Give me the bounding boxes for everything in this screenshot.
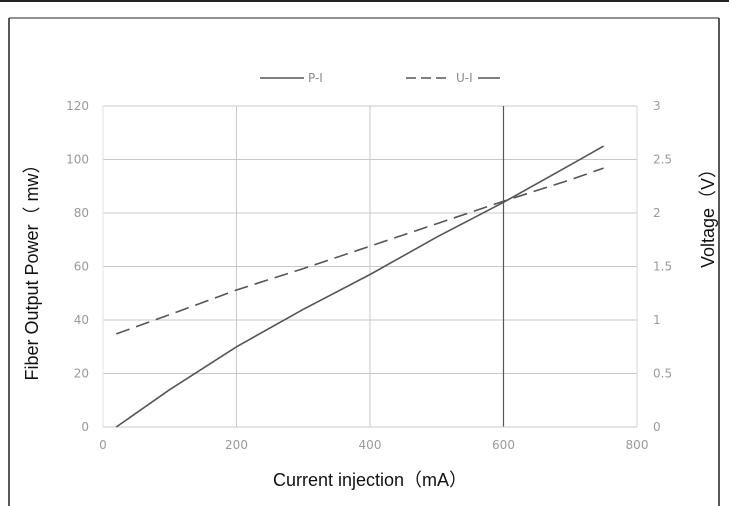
y2-tick-label: 2: [653, 206, 661, 220]
y2-tick-label: 1: [653, 313, 661, 327]
ticks-layer: 0 20 40 60 80 100 120 0 0.5 1 1.5 2 2.5 3 0 200 400 600 80…: [66, 99, 672, 452]
legend: P-I U-I: [260, 71, 500, 85]
x-tick-label: 400: [359, 438, 382, 452]
y2-tick-label: 1.5: [653, 260, 672, 274]
x-tick-label: 200: [225, 438, 248, 452]
y-tick-label: 40: [74, 313, 89, 327]
y2-tick-label: 0.5: [653, 367, 672, 381]
y-tick-label: 20: [74, 367, 89, 381]
x-tick-label: 0: [99, 438, 107, 452]
x-tick-label: 600: [492, 438, 515, 452]
y-tick-label: 0: [81, 420, 89, 434]
legend-label-p-i: P-I: [308, 71, 323, 85]
y2-tick-label: 0: [653, 420, 661, 434]
y2-axis-title: Voltage（V）: [698, 160, 718, 268]
y2-tick-label: 3: [653, 99, 661, 113]
y-tick-label: 60: [74, 260, 89, 274]
y-tick-label: 100: [66, 153, 89, 167]
x-tick-label: 800: [626, 438, 649, 452]
y-axis-title: Fiber Output Power（ mw）: [22, 155, 42, 380]
y-tick-label: 80: [74, 206, 89, 220]
series-line-p-i: [115, 145, 604, 428]
y-tick-label: 120: [66, 99, 89, 113]
legend-label-u-i: U-I: [456, 71, 473, 85]
series-layer: [115, 145, 604, 428]
x-axis-title: Current injection（mA）: [273, 470, 467, 490]
plot-frame: [102, 106, 638, 428]
y2-tick-label: 2.5: [653, 153, 672, 167]
